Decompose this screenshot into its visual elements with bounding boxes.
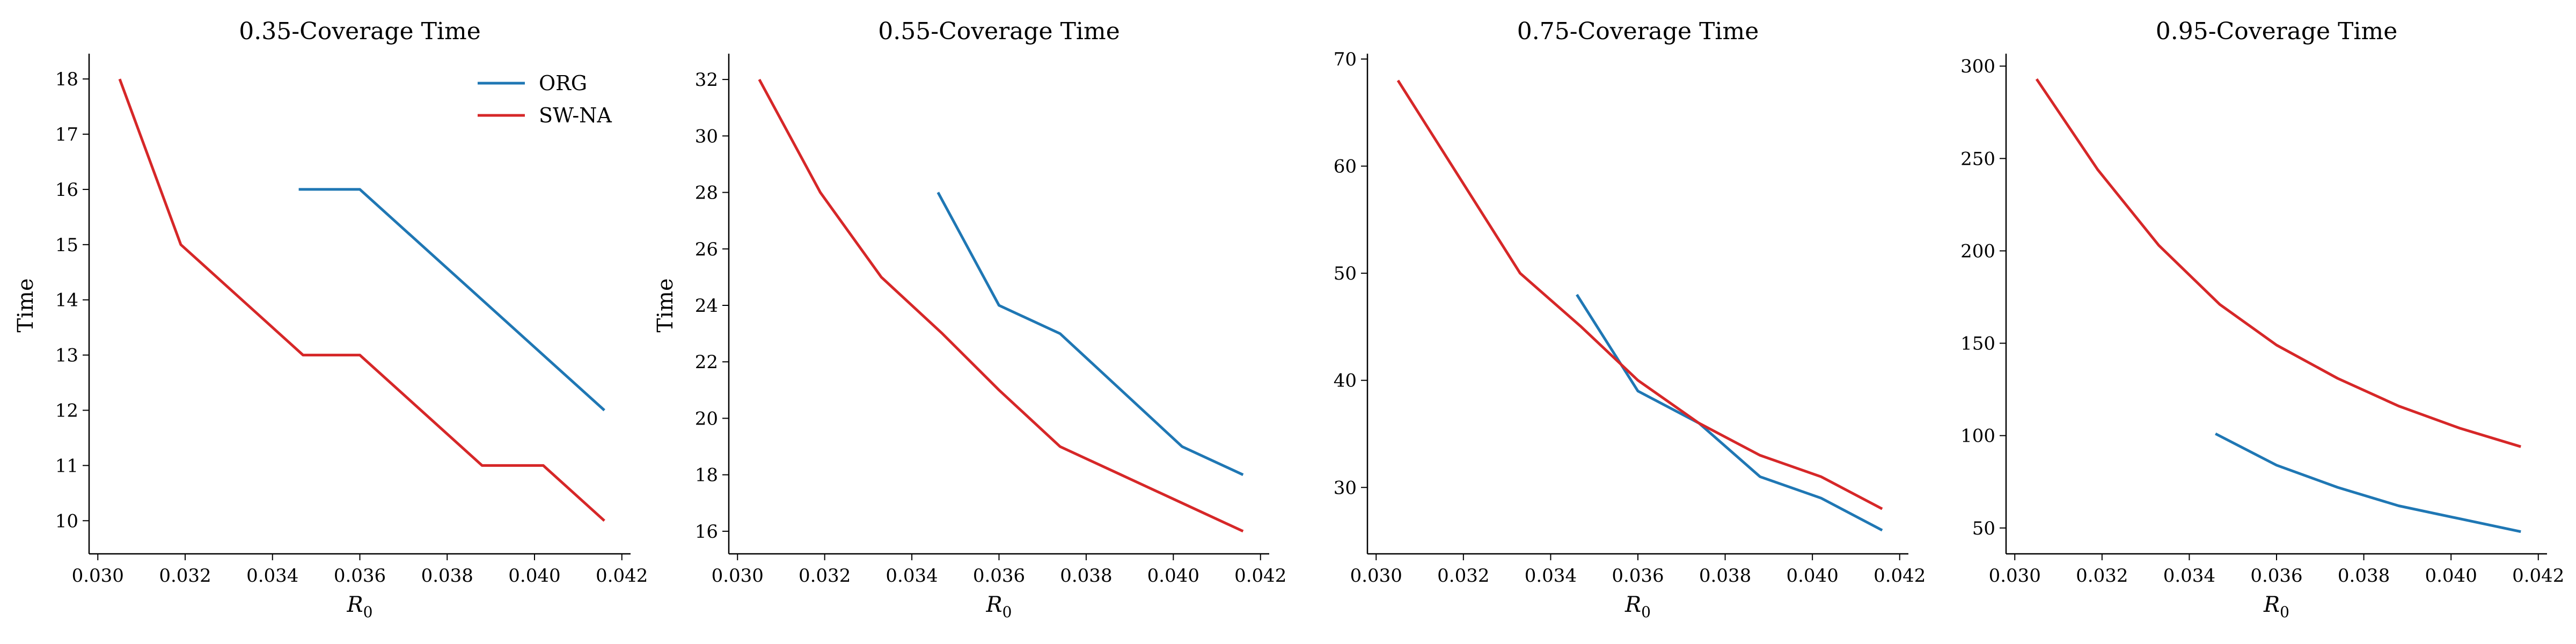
x-tick-label: 0.040 xyxy=(1786,565,1838,587)
x-axis-label-main: R xyxy=(986,592,1002,617)
y-tick-label: 60 xyxy=(1334,156,1357,178)
x-axis-label-main: R xyxy=(2263,592,2280,617)
legend-label-sw-na: SW-NA xyxy=(539,104,612,127)
y-tick-label: 24 xyxy=(695,295,718,317)
y-tick-label: 50 xyxy=(1972,518,1995,539)
y-tick-label: 40 xyxy=(1334,370,1357,392)
chart-title: 0.55-Coverage Time xyxy=(878,18,1120,45)
x-tick-label: 0.034 xyxy=(246,565,298,587)
y-tick-label: 20 xyxy=(695,408,718,429)
x-axis-label-subscript: 0 xyxy=(1002,603,1012,621)
y-tick-label: 18 xyxy=(55,69,78,90)
series-line-org xyxy=(1576,294,1883,532)
series-line-sw-na xyxy=(1396,79,1883,510)
x-axis-label-main: R xyxy=(347,592,363,617)
x-tick-label: 0.038 xyxy=(421,565,473,587)
x-axis-label-subscript: 0 xyxy=(363,603,373,621)
x-tick-label: 0.038 xyxy=(1699,565,1751,587)
x-tick-label: 0.042 xyxy=(1234,565,1286,587)
x-tick-label: 0.042 xyxy=(2512,565,2564,587)
x-tick-label: 0.030 xyxy=(1989,565,2041,587)
y-tick-label: 30 xyxy=(1334,477,1357,499)
series-line-sw-na xyxy=(118,78,605,522)
series-line-org xyxy=(298,188,605,412)
x-tick-label: 0.030 xyxy=(712,565,764,587)
y-tick-label: 30 xyxy=(695,126,718,147)
y-tick-label: 15 xyxy=(55,235,78,256)
panel-3-coverage-095: 0.95-Coverage Time 0.030 0.032 0.034 0.036 0.… xyxy=(1960,18,2564,621)
x-axis-label: R0 xyxy=(1624,592,1651,621)
panel-1-coverage-055: 0.55-Coverage Time 0.030 0.032 0.034 0.036 0.… xyxy=(653,18,1286,621)
x-tick-label: 0.042 xyxy=(1874,565,1926,587)
x-tick-label: 0.032 xyxy=(2076,565,2128,587)
x-tick-label: 0.036 xyxy=(1612,565,1664,587)
x-tick-label: 0.034 xyxy=(885,565,938,587)
x-tick-label: 0.032 xyxy=(1437,565,1489,587)
x-tick-label: 0.030 xyxy=(1350,565,1402,587)
x-axis-label-main: R xyxy=(1624,592,1641,617)
x-axis-label: R0 xyxy=(2263,592,2289,621)
y-tick-label: 150 xyxy=(1960,333,1995,355)
x-axis-label-subscript: 0 xyxy=(1641,603,1651,621)
panel-2-coverage-075: 0.75-Coverage Time 0.030 0.032 0.034 0.036 0.… xyxy=(1334,18,1926,621)
y-tick-label: 250 xyxy=(1960,148,1995,170)
y-tick-label: 200 xyxy=(1960,240,1995,262)
x-tick-label: 0.032 xyxy=(799,565,851,587)
y-tick-label: 70 xyxy=(1334,49,1357,70)
x-tick-label: 0.034 xyxy=(2163,565,2215,587)
y-tick-label: 300 xyxy=(1960,56,1995,77)
x-tick-label: 0.038 xyxy=(1060,565,1112,587)
y-tick-label: 16 xyxy=(695,521,718,543)
y-tick-label: 22 xyxy=(695,352,718,373)
x-tick-label: 0.032 xyxy=(159,565,211,587)
y-axis-label: Time xyxy=(653,278,678,332)
series-line-sw-na xyxy=(758,78,1244,533)
y-tick-label: 17 xyxy=(55,124,78,145)
x-tick-label: 0.034 xyxy=(1525,565,1577,587)
series-line-org xyxy=(936,192,1244,476)
y-tick-label: 13 xyxy=(55,345,78,367)
y-tick-label: 10 xyxy=(55,510,78,532)
x-tick-label: 0.036 xyxy=(973,565,1025,587)
y-tick-label: 26 xyxy=(695,239,718,260)
chart-title: 0.95-Coverage Time xyxy=(2156,18,2398,45)
chart-title: 0.75-Coverage Time xyxy=(1517,18,1759,45)
series-line-sw-na xyxy=(2035,78,2521,448)
x-tick-label: 0.030 xyxy=(72,565,124,587)
y-tick-label: 28 xyxy=(695,182,718,204)
x-tick-label: 0.036 xyxy=(2250,565,2302,587)
y-tick-label: 32 xyxy=(695,69,718,91)
legend-label-org: ORG xyxy=(539,71,587,95)
y-tick-label: 100 xyxy=(1960,426,1995,447)
y-tick-label: 16 xyxy=(55,179,78,201)
x-axis-label: R0 xyxy=(986,592,1012,621)
y-tick-label: 12 xyxy=(55,400,78,421)
y-tick-label: 50 xyxy=(1334,263,1357,284)
chart-title: 0.35-Coverage Time xyxy=(239,18,481,45)
y-tick-label: 18 xyxy=(695,465,718,486)
y-tick-label: 14 xyxy=(55,290,78,311)
x-tick-label: 0.040 xyxy=(1147,565,1199,587)
x-tick-label: 0.038 xyxy=(2338,565,2390,587)
x-tick-label: 0.042 xyxy=(596,565,648,587)
x-tick-label: 0.040 xyxy=(2425,565,2477,587)
x-axis-label-subscript: 0 xyxy=(2280,603,2289,621)
panel-0-coverage-035: 0.35-Coverage Time 0.030 0.032 0.034 0.036 0.… xyxy=(13,18,648,621)
x-tick-label: 0.036 xyxy=(334,565,386,587)
y-tick-label: 11 xyxy=(55,455,78,477)
y-axis-label: Time xyxy=(13,278,38,332)
x-tick-label: 0.040 xyxy=(508,565,560,587)
series-line-org xyxy=(2215,432,2521,533)
x-axis-label: R0 xyxy=(347,592,373,621)
